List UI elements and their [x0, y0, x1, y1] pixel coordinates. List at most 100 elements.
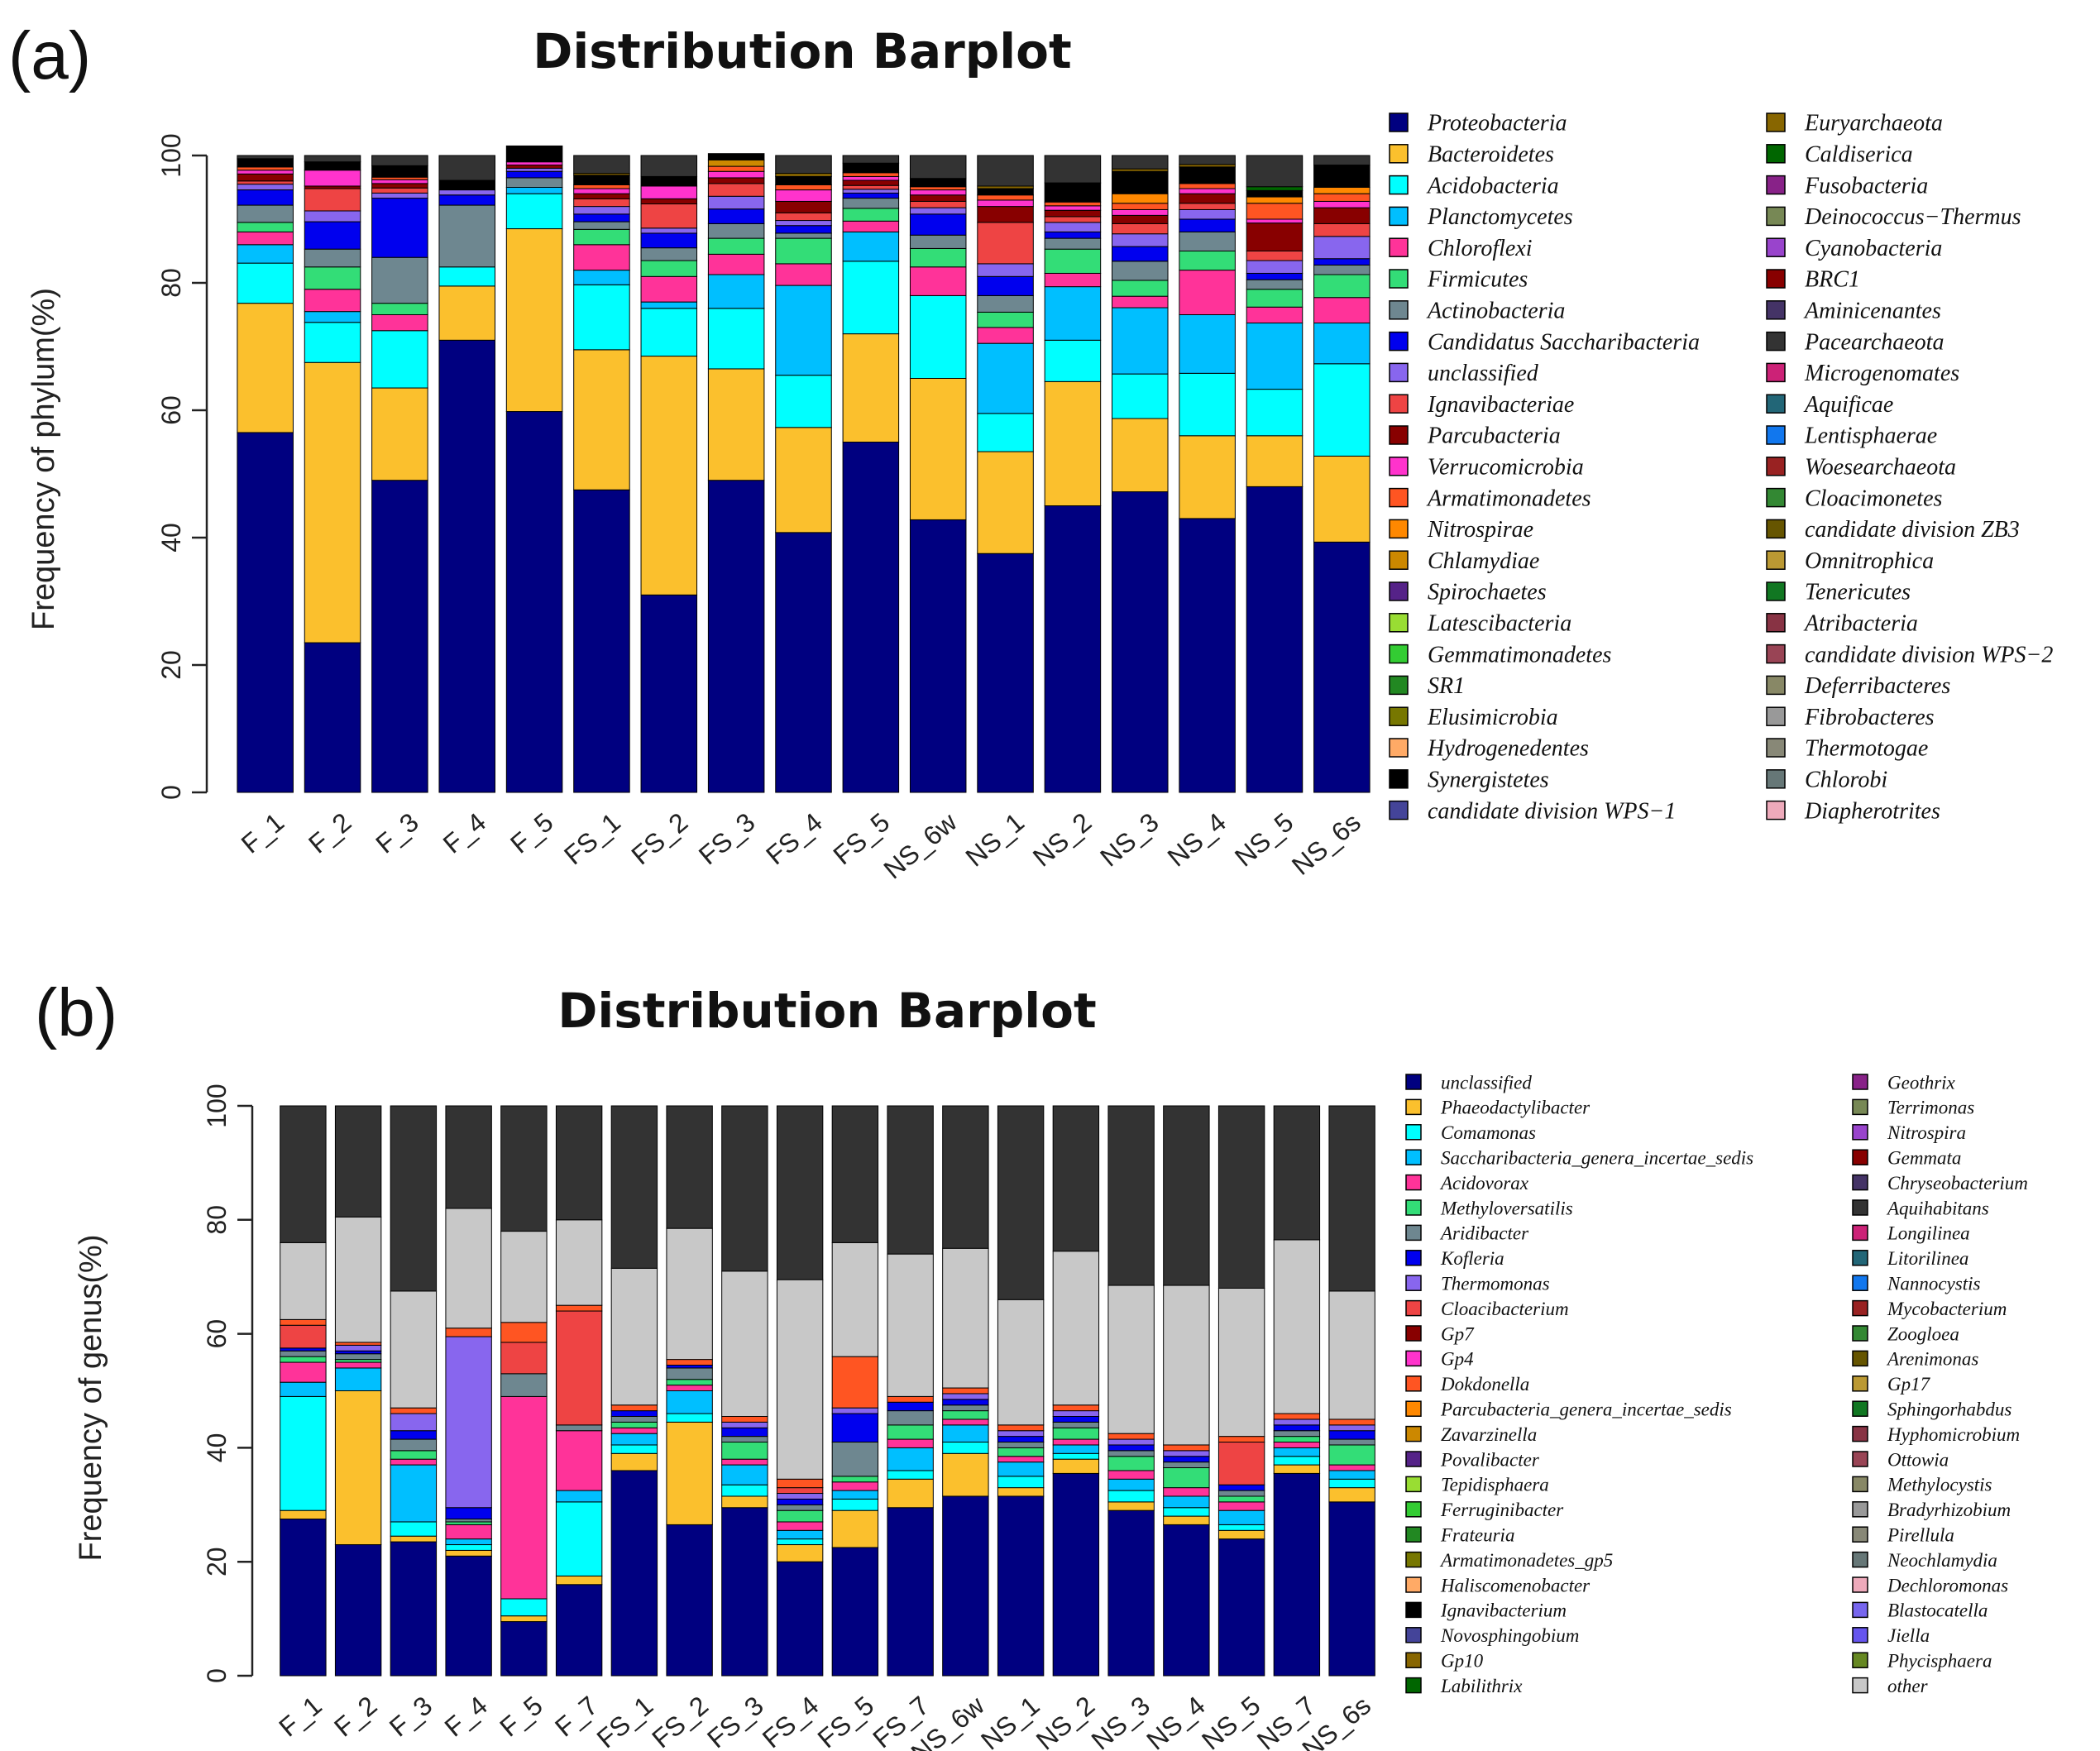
- bar-stack-f-4: [445, 1105, 492, 1677]
- bar-ns-5-proteobacteria: [1246, 486, 1304, 793]
- legend-label: Cloacibacterium: [1441, 1299, 1569, 1319]
- bar-fs-4-unclassified: [775, 220, 832, 227]
- x-tick-label-fs-4: FS_4: [760, 807, 828, 871]
- legend-swatch: [1405, 1350, 1422, 1367]
- bar-fs-3-acidobacteria: [707, 308, 765, 370]
- bar-ns-6s-aridibacter: [1328, 1438, 1375, 1446]
- bar-f-3-proteobacteria: [371, 480, 428, 793]
- bar-fs-7-dokdonella: [887, 1395, 934, 1403]
- legend-item-ignavibacterium: Ignavibacterium: [1405, 1600, 1567, 1621]
- legend-swatch: [1766, 519, 1786, 539]
- bar-fs-1-remainder: [610, 1105, 658, 1269]
- bar-ns-2-other: [1052, 1251, 1100, 1406]
- bar-ns-5-synergistetes: [1246, 189, 1304, 198]
- legend-item-deferribacteres: Deferribacteres: [1766, 673, 1950, 699]
- legend-label: Litorilinea: [1887, 1248, 1968, 1269]
- bar-fs-2-bacteroidetes: [640, 356, 698, 596]
- bar-f-2-acidovorax: [334, 1361, 382, 1369]
- bar-ns-5-methyloversatilis: [1217, 1495, 1265, 1503]
- legend-swatch: [1852, 1451, 1868, 1467]
- x-tick-label-fs-2: FS_2: [625, 807, 693, 871]
- legend-item-mycobacterium: Mycobacterium: [1852, 1299, 2007, 1319]
- bar-ns-5-acidovorax: [1217, 1501, 1265, 1511]
- bar-fs-1-candidatus-saccharibacteria: [573, 213, 630, 222]
- bar-fs-1-kofleria: [610, 1410, 658, 1418]
- bar-ns-7-comamonas: [1273, 1456, 1321, 1466]
- bar-fs-4-saccharibacteria-genera-incertae-sedis: [776, 1529, 824, 1540]
- bar-stack-ns-3: [1107, 1105, 1155, 1677]
- bar-ns-3-planctomycetes: [1112, 307, 1169, 375]
- bar-f-3-methyloversatilis: [390, 1450, 438, 1460]
- legend-item-armatimonadetes: Armatimonadetes: [1389, 486, 1591, 511]
- legend-swatch: [1405, 1199, 1422, 1216]
- bar-ns-6s-firmicutes: [1313, 274, 1371, 299]
- bar-ns-6w-remainder: [909, 155, 967, 179]
- legend-label: Nannocystis: [1887, 1274, 1980, 1294]
- bar-ns-7-dokdonella: [1273, 1413, 1321, 1420]
- bar-f-2-synergistetes: [304, 161, 361, 171]
- legend-swatch: [1852, 1275, 1868, 1291]
- legend-item-nannocystis: Nannocystis: [1852, 1274, 1980, 1294]
- bar-ns-3-acidovorax: [1107, 1470, 1155, 1480]
- bar-f-4-comamonas: [445, 1544, 492, 1551]
- bar-ns-5-kofleria: [1217, 1484, 1265, 1491]
- legend-item-candidate-division-wps-2: candidate division WPS−2: [1766, 642, 2053, 667]
- x-tick-label-f-3: F_3: [384, 1691, 438, 1743]
- bar-stack-ns-6s: [1313, 155, 1371, 793]
- legend-item-bacteroidetes: Bacteroidetes: [1389, 142, 1554, 168]
- bar-f-4-thermomonas: [445, 1336, 492, 1509]
- legend-item-geothrix: Geothrix: [1852, 1072, 1956, 1093]
- bar-fs-2-chloroflexi: [640, 275, 698, 303]
- bar-fs-2-parcubacteria: [640, 198, 698, 205]
- bar-fs-1-saccharibacteria-genera-incertae-sedis: [610, 1433, 658, 1446]
- bar-f-1-chloroflexi: [237, 231, 294, 246]
- bar-ns-3-saccharibacteria-genera-incertae-sedis: [1107, 1478, 1155, 1491]
- legend-swatch: [1389, 487, 1409, 508]
- panel-b-bars: [280, 1105, 1375, 1677]
- legend-swatch: [1852, 1375, 1868, 1392]
- legend-item-ferruginibacter: Ferruginibacter: [1405, 1500, 1564, 1520]
- bar-fs-4-unclassified: [776, 1561, 824, 1677]
- legend-swatch: [1389, 457, 1409, 476]
- x-tick-label-fs-3: FS_3: [693, 807, 761, 871]
- bar-f-4-synergistetes: [438, 179, 495, 191]
- bar-ns-1-acidobacteria: [977, 413, 1034, 452]
- legend-label: Dokdonella: [1440, 1374, 1529, 1395]
- bar-ns-6s-planctomycetes: [1313, 323, 1371, 365]
- bar-ns-1-remainder: [997, 1105, 1045, 1300]
- bar-fs-5-proteobacteria: [842, 442, 900, 793]
- legend-item-phycisphaera: Phycisphaera: [1852, 1651, 1992, 1672]
- bar-f-3-other: [390, 1290, 438, 1409]
- bar-ns-2-remainder: [1044, 155, 1102, 184]
- bar-ns-7-unclassified: [1273, 1472, 1321, 1677]
- bar-stack-ns-4: [1163, 1105, 1210, 1677]
- bar-ns-6s-saccharibacteria-genera-incertae-sedis: [1328, 1470, 1375, 1480]
- bar-fs-4-firmicutes: [775, 237, 832, 265]
- bar-f-4-acidovorax: [445, 1524, 492, 1540]
- legend-swatch: [1766, 738, 1786, 758]
- legend-swatch: [1852, 1299, 1868, 1317]
- bar-ns-6w-actinobacteria: [909, 234, 967, 249]
- legend-label: Deferribacteres: [1804, 673, 1950, 699]
- legend-swatch: [1405, 1601, 1422, 1619]
- bar-f-2-planctomycetes: [304, 311, 361, 323]
- bar-ns-3-phaeodactylibacter: [1107, 1501, 1155, 1511]
- bar-ns-3-bacteroidetes: [1112, 418, 1169, 493]
- bar-ns-4-synergistetes: [1179, 166, 1236, 184]
- legend-item-tepidisphaera: Tepidisphaera: [1405, 1475, 1549, 1495]
- bar-fs-7-methyloversatilis: [887, 1424, 934, 1440]
- bar-ns-6w-proteobacteria: [909, 519, 967, 793]
- bar-ns-6s-kofleria: [1328, 1430, 1375, 1440]
- bar-fs-3-methyloversatilis: [721, 1442, 768, 1460]
- bar-f-1-firmicutes: [237, 222, 294, 232]
- bar-fs-4-verrucomicrobia: [775, 189, 832, 202]
- x-tick-label-ns-6s: NS_6s: [1286, 807, 1366, 881]
- bar-fs-2-dokdonella: [666, 1359, 713, 1366]
- panel-b-x-tick-labels: F_1 F_2 F_3 F_4 F_5 F_7FS_1FS_2FS_3FS_4FS_5FS…: [273, 1690, 1376, 1751]
- bar-fs-3-other: [721, 1270, 768, 1418]
- bar-fs-5-comamonas: [831, 1498, 879, 1511]
- bar-fs-4-phaeodactylibacter: [776, 1544, 824, 1562]
- x-tick-label-fs-1: FS_1: [591, 1691, 659, 1751]
- legend-swatch: [1405, 1551, 1422, 1568]
